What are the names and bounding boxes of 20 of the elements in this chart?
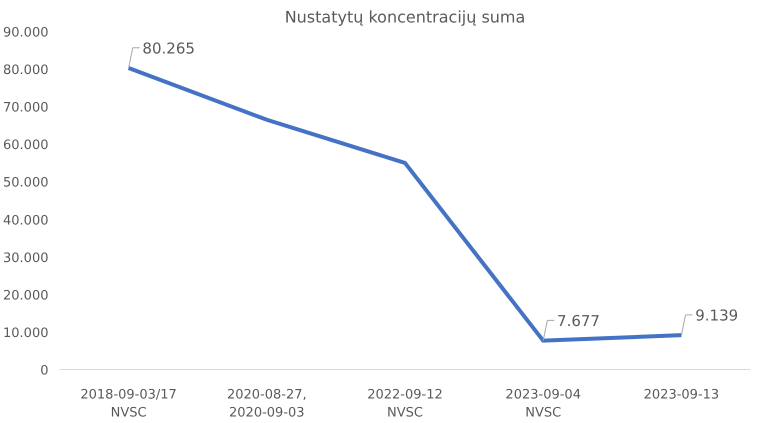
y-tick-label: 70.000 [3, 100, 49, 116]
x-tick-label: 2022-09-12 NVSC [367, 388, 443, 420]
data-label: 80.265 [142, 39, 195, 58]
y-tick-label: 80.000 [3, 63, 49, 78]
y-tick-label: 90.000 [3, 26, 49, 40]
x-tick-label: 2018-09-03/17 NVSC [80, 388, 177, 420]
y-tick-label: 0 [40, 364, 49, 378]
y-tick-label: 50.000 [3, 176, 49, 191]
line-series [126, 66, 684, 343]
data-label: 9.139 [695, 306, 738, 324]
x-tick-label: 2020-08-27, 2020-09-03 [226, 388, 307, 420]
y-tick-label: 20.000 [3, 288, 49, 304]
y-tick-label: 30.000 [3, 250, 49, 266]
x-tick-label: 2023-09-04 NVSC [505, 388, 581, 420]
y-tick-label: 60.000 [3, 138, 49, 154]
y-tick-label: 40.000 [3, 213, 49, 228]
y-tick-label: 10.000 [3, 326, 49, 341]
data-label: 7.677 [557, 312, 600, 330]
chart-title: Nustatytų koncentracijų suma [284, 8, 526, 26]
x-tick-label: 2023-09-13 [644, 388, 720, 402]
